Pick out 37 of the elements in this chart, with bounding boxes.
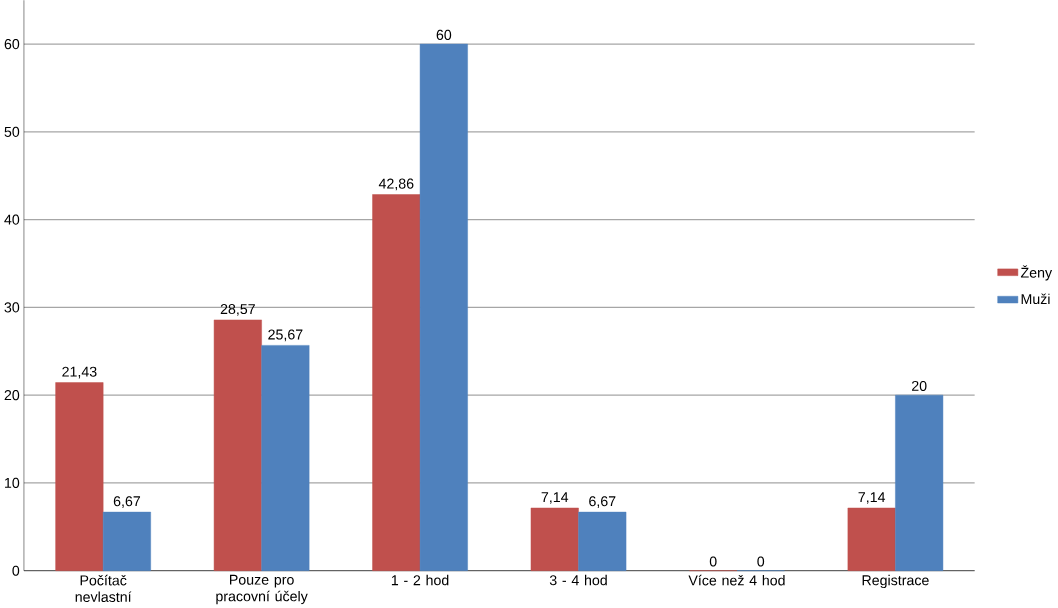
data-label: 21,43 <box>62 366 97 379</box>
y-tick-label: 40 <box>4 214 20 225</box>
data-label: 20 <box>911 380 927 391</box>
data-label: 42,86 <box>378 178 414 191</box>
data-label: 60 <box>436 29 452 40</box>
data-label: 0 <box>709 556 717 567</box>
bar <box>578 511 627 571</box>
data-label: 25,67 <box>268 329 303 342</box>
bar <box>847 507 896 571</box>
legend-label: Muži <box>1021 293 1050 305</box>
data-label: 6,67 <box>113 496 141 508</box>
data-label: 7,14 <box>858 492 886 504</box>
data-label: 6,67 <box>589 496 616 508</box>
x-tick-label: Více než 4 hod <box>688 574 785 586</box>
y-tick-label: 30 <box>4 302 20 313</box>
y-tick-label: 0 <box>12 565 20 576</box>
x-tick-label: 3 - 4 hod <box>549 574 607 586</box>
legend-label: Ženy <box>1020 265 1053 281</box>
x-tick-label: 1 - 2 hod <box>391 574 449 586</box>
data-label: 0 <box>757 556 765 567</box>
y-tick-label: 60 <box>4 39 20 50</box>
bar <box>261 345 310 571</box>
bar <box>213 319 262 571</box>
bar <box>419 43 468 571</box>
x-tick-label: Registrace <box>862 574 929 589</box>
x-tick-label: Pouze pro pracovní účely <box>216 574 308 605</box>
y-tick-label: 10 <box>5 477 20 488</box>
bar <box>102 511 151 571</box>
bar <box>55 382 104 571</box>
data-label: 7,14 <box>541 492 569 504</box>
y-tick-label: 20 <box>4 390 20 401</box>
data-label: 28,57 <box>220 303 255 316</box>
y-tick-label: 50 <box>4 126 20 137</box>
x-tick-label: Počítač nevlastní <box>75 574 132 602</box>
bar <box>895 394 944 571</box>
bar <box>372 194 421 571</box>
bar <box>530 507 579 571</box>
